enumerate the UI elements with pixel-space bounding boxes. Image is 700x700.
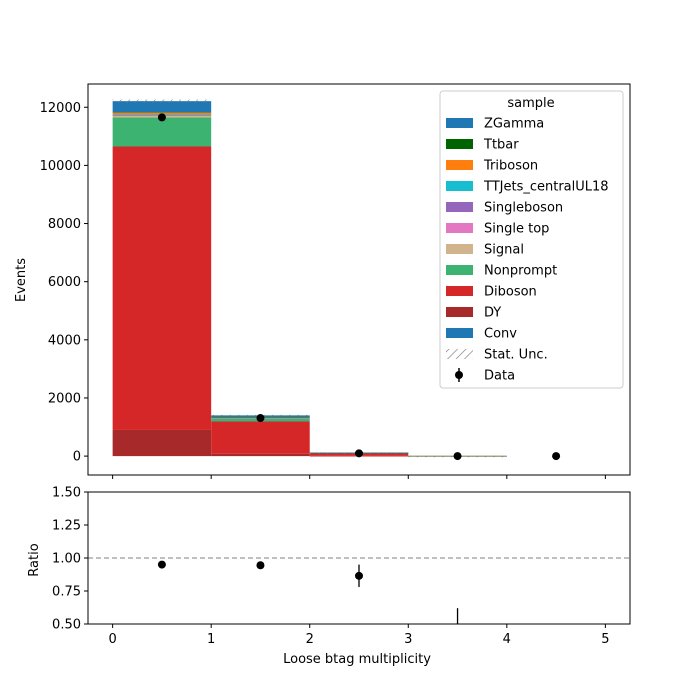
- ratio-xtick-label-1: 1: [207, 632, 215, 647]
- bar-dy-bin-1: [211, 453, 310, 457]
- ratio-x-ticks: 0 1 2 3 4 5: [108, 624, 610, 647]
- main-ytick-label-2: 4000: [48, 333, 81, 348]
- legend-label-dy: DY: [484, 306, 501, 321]
- legend-label-zgamma: ZGamma: [484, 117, 544, 132]
- legend-label-signal: Signal: [484, 243, 524, 258]
- main-x-ticks: [112, 475, 606, 479]
- legend-title: sample: [507, 96, 554, 111]
- main-ytick-label-6: 12000: [40, 101, 81, 116]
- legend-label-diboson: Diboson: [484, 285, 537, 300]
- legend-swatch-stat-unc-: [446, 349, 473, 359]
- legend-label-single-top: Single top: [484, 222, 549, 237]
- bar-dy-bin-0: [112, 429, 212, 457]
- bar-diboson-bin-1: [211, 421, 310, 454]
- ratio-ytick-label-3: 1.25: [52, 519, 81, 534]
- legend-swatch-diboson: [446, 286, 473, 296]
- data-points: [157, 113, 561, 461]
- bar-zgamma-bin-0: [112, 101, 212, 113]
- ratio-y-ticks: 0.50 0.75 1.00 1.25 1.50: [52, 486, 88, 633]
- ratio-x-axis-label: Loose btag multiplicity: [283, 652, 431, 667]
- legend-swatch-nonprompt: [446, 265, 473, 275]
- main-y-ticks: 0 2000 4000 6000 8000 10000 12000: [40, 101, 88, 465]
- data-point-4: [552, 452, 561, 461]
- main-plot-frame: [87, 83, 631, 476]
- legend-swatch-dy: [446, 307, 473, 317]
- bar-diboson-bin-0: [112, 146, 212, 430]
- ratio-ytick-label-2: 1.00: [52, 552, 81, 567]
- main-ytick-label-0: 0: [73, 450, 81, 465]
- ratio-xtick-label-4: 4: [503, 632, 511, 647]
- main-ytick-label-5: 10000: [40, 159, 81, 174]
- legend-entries: ZGamma Ttbar Triboson TTJets_centralUL18 Sin…: [446, 117, 609, 384]
- bar-ttbar-bin-0: [112, 112, 212, 113]
- legend-box: [439, 90, 624, 389]
- bar-nonprompt-bin-0: [112, 117, 212, 147]
- legend-label-conv: Conv: [484, 327, 517, 342]
- data-point-3: [453, 452, 462, 461]
- legend-swatch-single-top: [446, 223, 473, 233]
- legend-label-triboson: Triboson: [483, 159, 538, 174]
- main-ytick-label-1: 2000: [48, 391, 81, 406]
- ratio-points: [157, 560, 459, 624]
- main-y-axis-label: Events: [14, 258, 29, 302]
- legend-label-ttjets-centralul18: TTJets_centralUL18: [483, 180, 609, 195]
- data-point-0: [157, 113, 166, 122]
- legend-label-data: Data: [484, 369, 515, 384]
- ratio-ytick-label-1: 0.75: [52, 585, 81, 600]
- legend-marker-data: [455, 371, 463, 379]
- legend-swatch-ttjets-centralul18: [446, 181, 473, 191]
- legend-swatch-zgamma: [446, 118, 473, 128]
- ratio-xtick-label-0: 0: [108, 632, 116, 647]
- ratio-xtick-label-2: 2: [306, 632, 314, 647]
- legend-label-ttbar: Ttbar: [483, 138, 519, 153]
- stat-unc-bin-0: [112, 99, 212, 103]
- ratio-point-2: [355, 571, 363, 580]
- ratio-point-1: [256, 561, 265, 570]
- data-point-1: [256, 414, 265, 423]
- legend-swatch-ttbar: [446, 139, 473, 149]
- ratio-xtick-label-5: 5: [601, 632, 609, 647]
- ratio-y-axis-label: Ratio: [27, 543, 42, 576]
- legend-label-singleboson: Singleboson: [484, 201, 563, 216]
- ratio-panel: 0.50 0.75 1.00 1.25 1.50 0 1 2 3 4 5 Ratio Loose …: [27, 486, 631, 667]
- ratio-ytick-label-4: 1.50: [52, 486, 81, 501]
- legend-swatch-signal: [446, 244, 473, 254]
- legend-swatch-triboson: [446, 160, 473, 170]
- legend: sample ZGamma Ttbar Triboson TTJets_central…: [439, 90, 624, 389]
- main-ytick-label-3: 6000: [48, 275, 81, 290]
- legend-swatch-conv: [446, 328, 473, 338]
- data-point-2: [355, 449, 363, 458]
- legend-label-nonprompt: Nonprompt: [484, 264, 557, 279]
- ratio-point-0: [157, 560, 166, 569]
- main-ytick-label-4: 8000: [48, 217, 81, 232]
- legend-label-stat-unc-: Stat. Unc.: [484, 348, 548, 363]
- legend-swatch-singleboson: [446, 202, 473, 212]
- ratio-xtick-label-3: 3: [404, 632, 412, 647]
- ratio-ytick-label-0: 0.50: [52, 618, 81, 633]
